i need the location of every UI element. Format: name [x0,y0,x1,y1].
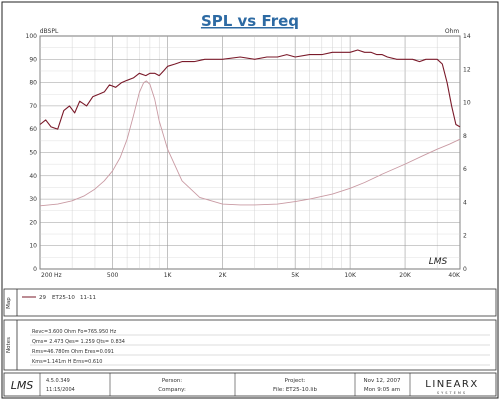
series-line-spl [39,49,461,130]
chart-ticks: 0 10 20 30 40 50 60 70 80 90 100 0 2 4 6 8 10 12 14 200 500 1… [26,33,471,279]
x-unit-label: Hz [54,272,62,279]
y-tick-right-label: 8 [463,133,467,140]
footer-logo: LMS [11,379,34,392]
y-tick-left-label: 50 [29,150,37,157]
y-tick-right-label: 12 [463,66,471,73]
footer-company-label: Company: [158,387,186,393]
x-tick-label: 500 [107,272,119,279]
notes-label: Notes [6,337,12,353]
y-tick-right-label: 14 [463,33,471,40]
chart-title: SPL vs Freq [201,12,299,30]
map-label: Map [6,297,12,309]
footer-project-label: Project: [285,378,306,384]
footer-panel [3,372,497,397]
y-tick-right-label: 0 [463,266,467,273]
plot-watermark: LMS [429,257,448,267]
x-tick-label: 40K [448,272,461,279]
y-tick-left-label: 20 [29,219,37,226]
footer-brand: LINEARX [425,379,478,390]
footer-time: 11:15/2004 [46,387,75,393]
y-tick-right-label: 2 [463,233,467,240]
footer-version: 4.5.0.349 [46,378,70,384]
y-tick-right-label: 10 [463,100,471,107]
y-tick-right-label: 4 [463,199,467,206]
map-entry-number: 29 [39,295,46,301]
map-panel [3,288,497,317]
right-axis-label: Ohm [445,28,460,35]
notes-line-2: Qms= 2.473 Qes= 1.259 Qts= 0.834 [32,339,125,345]
notes-line-4: Kms=1.141m H Erns=0.610 [32,359,102,365]
series-line-impedance [39,80,461,207]
x-tick-label: 1K [164,272,173,279]
y-tick-left-label: 90 [29,56,37,63]
chart-grid [39,35,461,270]
footer-date: Nov 12, 2007 [364,378,401,384]
y-tick-left-label: 40 [29,173,37,180]
notes-line-3: Rms=46.780m Ohm Eres=0.091 [32,349,114,355]
y-tick-left-label: 70 [29,103,37,110]
footer-datetime: Mon 9:05 am [364,387,400,393]
y-tick-left-label: 10 [29,243,37,250]
y-tick-left-label: 80 [29,80,37,87]
notes-line-1: Revc=3.600 Ohm Fo=765.950 Hz [32,329,117,335]
y-tick-right-label: 6 [463,166,467,173]
footer-brand-sub: SYSTEMS [437,391,467,395]
left-axis-label: dBSPL [40,28,59,35]
y-tick-left-label: 100 [26,33,38,40]
x-tick-label: 200 [41,272,53,279]
y-tick-left-label: 0 [33,266,37,273]
footer-person-label: Person: [162,378,182,384]
map-entry-name: ET25-10 [52,295,75,301]
x-tick-label: 5K [291,272,300,279]
y-tick-left-label: 60 [29,126,37,133]
x-tick-label: 10K [344,272,357,279]
x-tick-label: 20K [399,272,412,279]
footer-file-label: File: ET25-10.lib [273,387,317,393]
y-tick-left-label: 30 [29,196,37,203]
chart-series [39,49,461,207]
map-entry-suffix: 11-11 [80,295,96,301]
x-tick-label: 2K [219,272,228,279]
